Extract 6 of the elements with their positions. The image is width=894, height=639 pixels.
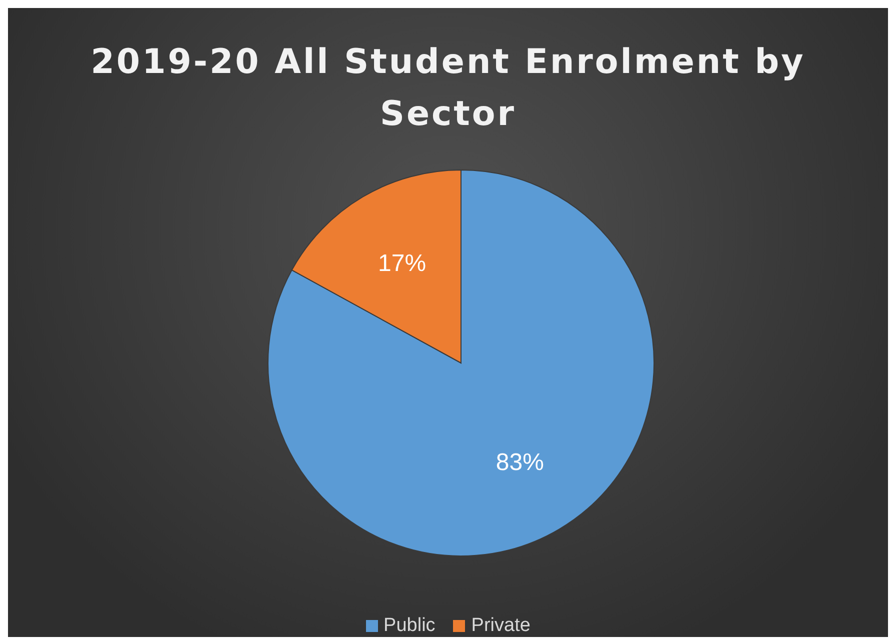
chart-title: 2019-20 All Student Enrolment by Sector [90, 41, 806, 136]
data-label: 17% [378, 250, 426, 277]
pie-slice [268, 170, 654, 556]
legend-label: Private [471, 615, 530, 637]
slice-label: Public [384, 615, 436, 637]
data-label: 83% [496, 449, 544, 476]
